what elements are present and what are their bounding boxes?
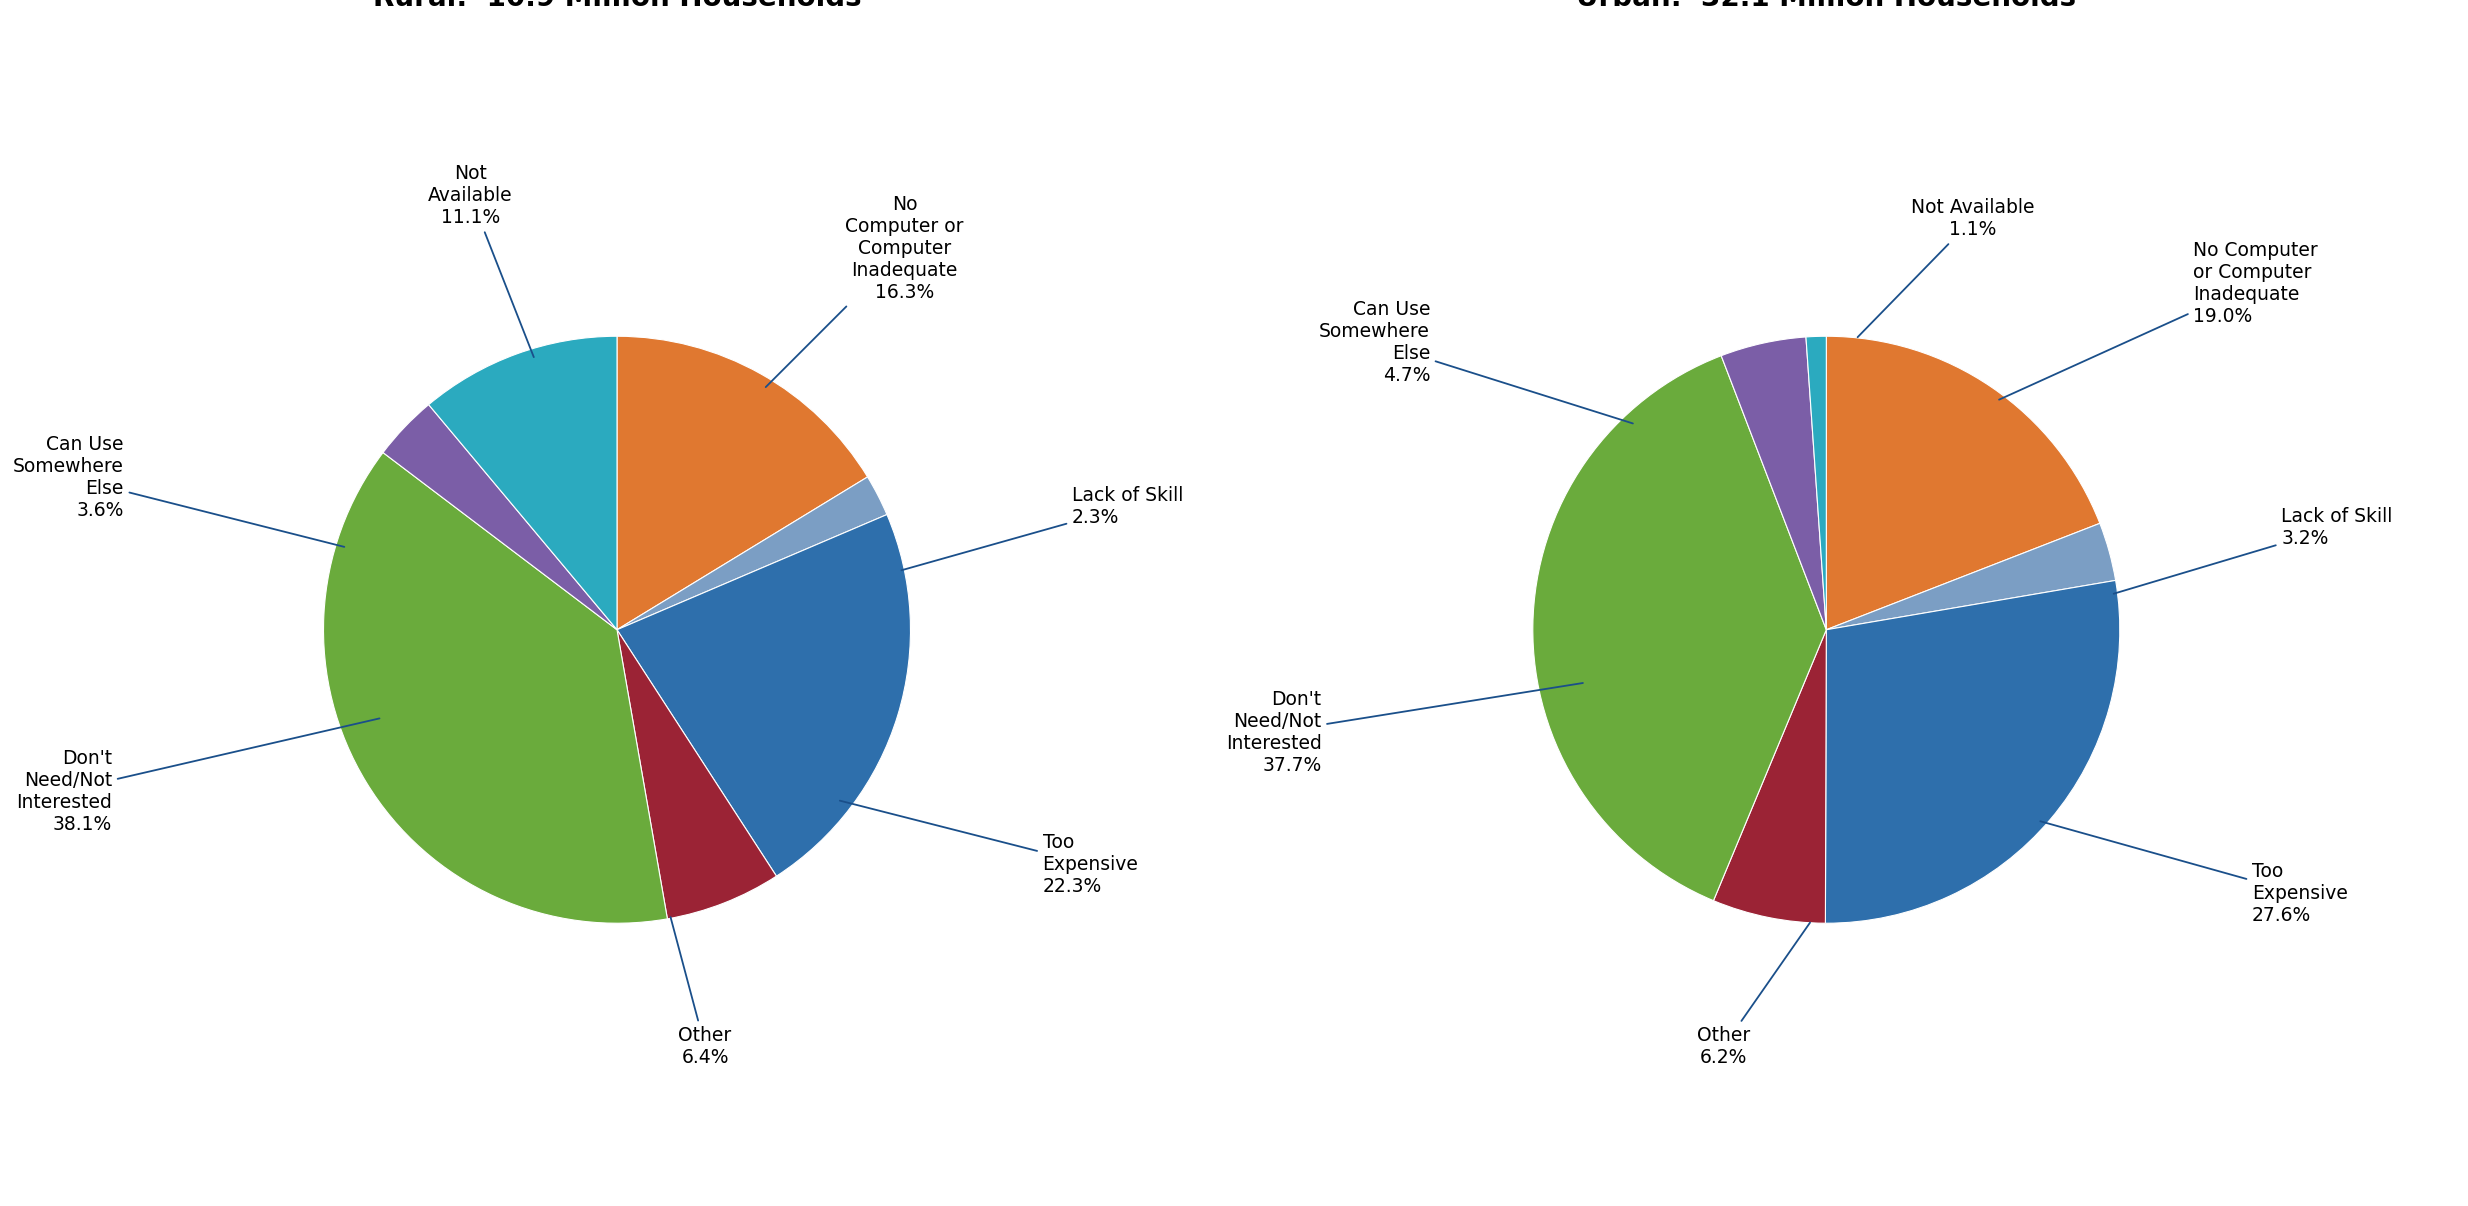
Text: Too
Expensive
22.3%: Too Expensive 22.3%	[839, 801, 1138, 896]
Text: Can Use
Somewhere
Else
4.7%: Can Use Somewhere Else 4.7%	[1320, 299, 1634, 423]
Wedge shape	[617, 630, 777, 919]
Title: Rural:  10.9 Million Households: Rural: 10.9 Million Households	[373, 0, 861, 12]
Wedge shape	[617, 515, 911, 876]
Text: Not
Available
11.1%: Not Available 11.1%	[427, 164, 533, 357]
Wedge shape	[1826, 336, 2100, 630]
Wedge shape	[617, 336, 869, 630]
Text: Other
6.4%: Other 6.4%	[671, 917, 731, 1067]
Text: No Computer
or Computer
Inadequate
19.0%: No Computer or Computer Inadequate 19.0%	[1999, 241, 2317, 399]
Text: Lack of Skill
3.2%: Lack of Skill 3.2%	[2113, 507, 2391, 593]
Wedge shape	[1807, 336, 1826, 630]
Text: Lack of Skill
2.3%: Lack of Skill 2.3%	[901, 486, 1182, 570]
Wedge shape	[323, 452, 666, 924]
Wedge shape	[1826, 580, 2120, 924]
Wedge shape	[1713, 630, 1826, 924]
Text: Other
6.2%: Other 6.2%	[1698, 923, 1809, 1067]
Wedge shape	[1826, 523, 2115, 630]
Text: Not Available
1.1%: Not Available 1.1%	[1858, 198, 2034, 338]
Wedge shape	[1720, 336, 1826, 630]
Wedge shape	[383, 405, 617, 630]
Text: Can Use
Somewhere
Else
3.6%: Can Use Somewhere Else 3.6%	[12, 434, 346, 546]
Text: Don't
Need/Not
Interested
38.1%: Don't Need/Not Interested 38.1%	[17, 719, 380, 833]
Text: Don't
Need/Not
Interested
37.7%: Don't Need/Not Interested 37.7%	[1227, 683, 1582, 775]
Title: Urban:  32.1 Million Households: Urban: 32.1 Million Households	[1577, 0, 2076, 12]
Text: Too
Expensive
27.6%: Too Expensive 27.6%	[2041, 821, 2347, 925]
Wedge shape	[617, 476, 886, 630]
Wedge shape	[1533, 356, 1826, 901]
Wedge shape	[429, 336, 617, 630]
Text: No
Computer or
Computer
Inadequate
16.3%: No Computer or Computer Inadequate 16.3%	[765, 194, 965, 387]
